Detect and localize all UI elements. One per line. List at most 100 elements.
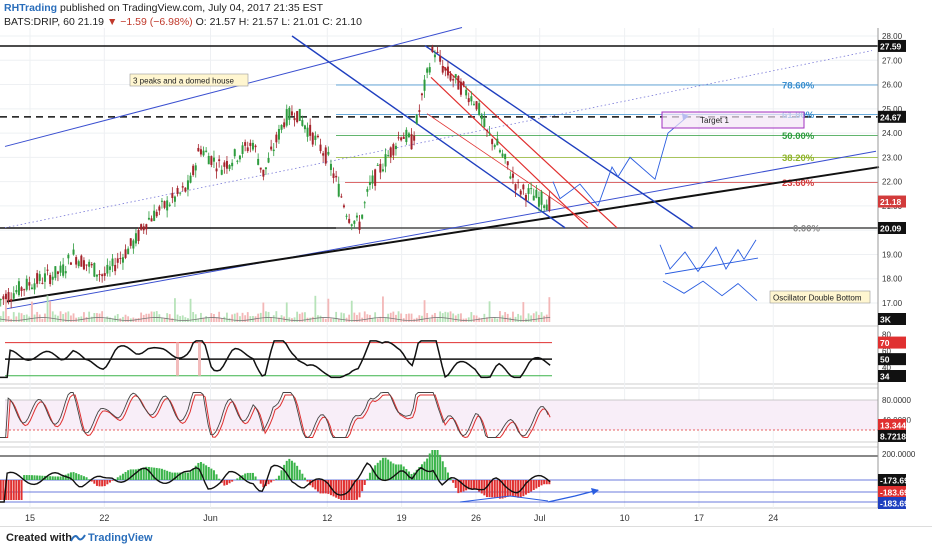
osc-hist-bar [210, 469, 212, 480]
candle-body [291, 111, 293, 115]
candle-body [403, 137, 405, 139]
candle-body [143, 226, 145, 230]
osc-hist-bar [442, 461, 444, 480]
candle-body [507, 161, 509, 165]
candle-body [73, 250, 75, 255]
candle-body [346, 216, 348, 217]
pattern-arrow-2[interactable] [665, 258, 758, 274]
volume-bar [275, 311, 277, 322]
candle-body [249, 143, 251, 146]
candle-body [478, 103, 480, 115]
volume-bar [203, 319, 205, 322]
osc-hist-bar [10, 480, 12, 500]
osc-hist-bar [273, 480, 275, 481]
osc-hist-bar [260, 480, 262, 484]
candle-body [101, 274, 103, 276]
volume-bar [322, 318, 324, 322]
candle-body [400, 137, 402, 140]
badge-osc-3: -183.6902 [880, 499, 919, 509]
x-tick-label: Jul [534, 513, 546, 523]
candle-body [530, 188, 532, 189]
candle-body [364, 202, 366, 203]
fib-level-label: 38.20% [782, 153, 815, 164]
candle-body [184, 188, 186, 192]
candle-body [234, 149, 236, 156]
osc-hist-bar [54, 476, 56, 480]
y-tick-label: 26.00 [882, 81, 903, 90]
candles [0, 45, 550, 322]
candle-body [405, 130, 407, 142]
osc-hist-bar [247, 473, 249, 480]
candle-body [481, 115, 483, 119]
candle-body [377, 165, 379, 166]
osc-hist-bar [231, 480, 233, 482]
volume-bar [509, 318, 511, 322]
osc-hist-bar [333, 480, 335, 496]
volume-bar [83, 312, 85, 322]
candle-body [455, 74, 457, 77]
volume-bar [533, 313, 535, 322]
candle-body [91, 264, 93, 265]
volume-bar [452, 314, 454, 322]
candle-body [486, 130, 488, 131]
osc-hist-bar [426, 459, 428, 480]
candle-body [327, 152, 329, 155]
pattern-arrow-3[interactable] [663, 281, 757, 300]
candle-body [200, 149, 202, 154]
osc-hist-bar [340, 480, 342, 500]
volume-bar [426, 313, 428, 322]
volume-bar [444, 312, 446, 322]
volume-bar [52, 311, 54, 322]
volume-bar [338, 319, 340, 322]
candle-body [151, 218, 153, 221]
osc-hist-bar [18, 480, 20, 500]
target-box[interactable] [662, 112, 804, 128]
candle-body [509, 176, 511, 178]
osc-hist-bar [255, 476, 257, 480]
badge-20-09: 20.09 [880, 223, 902, 233]
volume-bar [468, 317, 470, 322]
candle-body [424, 80, 426, 91]
volume-bar [70, 315, 72, 322]
osc-hist-bar [278, 476, 280, 480]
candle-body [535, 190, 537, 198]
volume-bar [496, 319, 498, 322]
osc-hist-bar [223, 480, 225, 486]
candle-body [320, 145, 322, 151]
candle-body [75, 257, 77, 265]
volume-bar [125, 315, 127, 322]
candle-body [491, 139, 493, 144]
tradingview-brand[interactable]: TradingView [88, 532, 153, 544]
volume-bar [218, 312, 220, 322]
descending-channel-lower[interactable] [292, 36, 565, 228]
volume-bar [325, 319, 327, 322]
osc-hist-bar [509, 480, 511, 496]
note-oscillator: Oscillator Double Bottom [773, 294, 862, 303]
osc-hist-bar [496, 480, 498, 498]
red-channel-lower[interactable] [431, 77, 588, 227]
candle-body [421, 93, 423, 95]
candle-body [522, 185, 524, 190]
candle-body [174, 197, 176, 202]
osc-divergence-line[interactable] [460, 496, 548, 502]
candle-body [379, 164, 381, 173]
chart-canvas[interactable]: 78.60%61.80%50.00%38.20%23.60%0.00% 1522… [0, 0, 932, 526]
candle-body [114, 265, 116, 271]
volume-bar [182, 315, 184, 322]
volume-bar [273, 315, 275, 322]
osc-hist-bar [60, 476, 62, 480]
candle-body [216, 169, 218, 172]
candle-body [515, 184, 517, 190]
volume-bar [455, 315, 457, 322]
osc-hist-bar [307, 480, 309, 482]
candle-body [257, 159, 259, 165]
candle-body [468, 98, 470, 102]
osc-hist-bar [439, 455, 441, 480]
candle-body [499, 150, 501, 152]
osc-hist-bar [52, 476, 54, 480]
osc-hist-bar [86, 477, 88, 480]
candle-body [13, 293, 15, 298]
projected-path-arrow[interactable] [553, 116, 688, 206]
arrow-head-icon [591, 488, 599, 495]
created-with: Created with [6, 532, 72, 544]
